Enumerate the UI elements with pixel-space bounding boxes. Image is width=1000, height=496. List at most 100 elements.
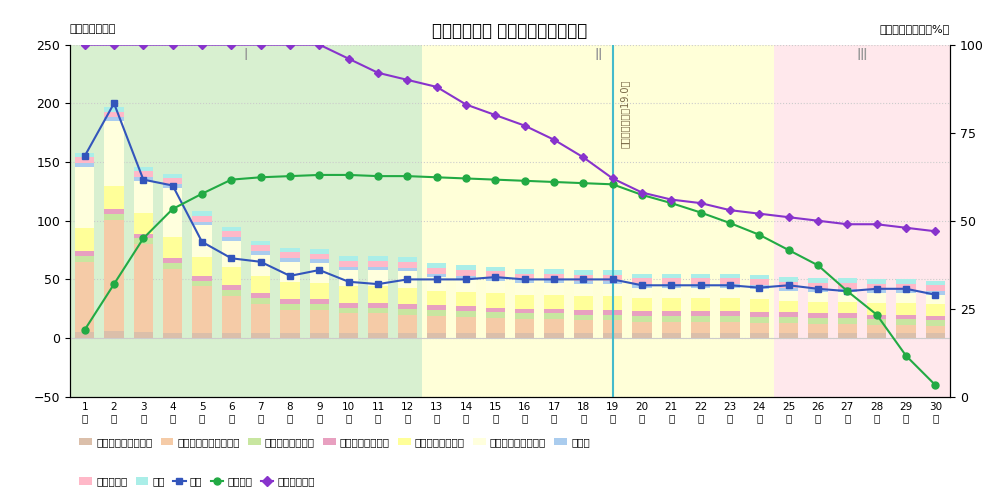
Bar — [192, 216, 212, 222]
Bar — [104, 331, 124, 338]
Bar — [720, 316, 740, 322]
Bar — [427, 277, 446, 291]
Bar — [662, 311, 681, 316]
Text: 平均在院日数：19.0日: 平均在院日数：19.0日 — [620, 80, 630, 148]
収益 — [255, 259, 267, 265]
収益 — [724, 282, 736, 288]
Bar — [75, 157, 94, 163]
Bar — [720, 284, 740, 288]
該当患者割合 — [695, 200, 707, 206]
Bar — [896, 303, 916, 314]
Legend: 設備関係費, 経費, 収益, 累計利益, 該当患者割合: 設備関係費, 経費, 収益, 累計利益, 該当患者割合 — [75, 473, 319, 491]
Bar — [427, 268, 446, 274]
Bar — [515, 319, 534, 333]
Bar — [574, 284, 593, 296]
Bar — [192, 257, 212, 276]
Bar — [662, 288, 681, 298]
Bar — [280, 310, 300, 333]
Bar — [280, 258, 300, 262]
該当患者割合 — [900, 225, 912, 231]
累計利益 — [783, 247, 795, 253]
Bar — [280, 300, 300, 304]
Bar — [398, 314, 417, 333]
収益 — [401, 276, 413, 282]
Bar — [310, 333, 329, 338]
Bar — [544, 273, 564, 279]
該当患者割合 — [783, 214, 795, 220]
Bar — [222, 290, 241, 296]
Bar — [75, 167, 94, 228]
Bar — [544, 283, 564, 295]
Bar — [339, 260, 358, 266]
Bar — [75, 332, 94, 338]
Bar — [603, 275, 622, 281]
該当患者割合 — [137, 42, 149, 48]
該当患者割合 — [79, 42, 91, 48]
Bar — [251, 294, 270, 298]
収益 — [577, 276, 589, 282]
Line: 収益: 収益 — [82, 100, 938, 298]
Bar — [838, 278, 857, 283]
Bar — [515, 279, 534, 283]
Bar — [222, 266, 241, 285]
Bar — [310, 283, 329, 300]
Bar — [662, 273, 681, 278]
Bar — [691, 311, 710, 316]
Bar — [603, 281, 622, 284]
該当患者割合 — [108, 42, 120, 48]
Bar — [632, 298, 652, 311]
累計利益 — [724, 220, 736, 226]
Bar — [280, 248, 300, 252]
Bar — [779, 288, 798, 291]
Bar — [544, 319, 564, 333]
Bar — [222, 231, 241, 237]
該当患者割合 — [548, 137, 560, 143]
Bar — [662, 298, 681, 311]
Bar — [310, 253, 329, 259]
該当患者割合 — [929, 228, 941, 234]
Bar — [398, 288, 417, 304]
Bar — [192, 287, 212, 333]
Bar — [280, 282, 300, 300]
Bar — [926, 295, 945, 304]
Bar — [427, 263, 446, 268]
Bar — [104, 107, 124, 112]
Bar — [456, 307, 476, 311]
Bar — [427, 310, 446, 316]
Bar — [808, 278, 828, 283]
Bar — [163, 269, 182, 333]
Bar — [838, 283, 857, 289]
Bar — [691, 273, 710, 278]
Bar — [192, 276, 212, 281]
Bar — [368, 260, 388, 266]
Bar — [192, 222, 212, 225]
Bar — [456, 333, 476, 338]
Bar — [486, 281, 505, 294]
Bar — [75, 163, 94, 167]
Bar — [896, 290, 916, 294]
Bar — [926, 316, 945, 320]
Bar — [456, 276, 476, 279]
累計利益 — [284, 173, 296, 179]
Title: 入院後日数別 損益推移（平均値）: 入院後日数別 損益推移（平均値） — [432, 22, 588, 40]
Bar — [134, 238, 153, 244]
収益 — [812, 286, 824, 292]
Bar — [632, 322, 652, 333]
Bar — [104, 112, 124, 118]
収益 — [871, 286, 883, 292]
Bar — [486, 333, 505, 338]
該当患者割合 — [460, 102, 472, 108]
Bar — [838, 289, 857, 292]
Bar — [779, 301, 798, 312]
該当患者割合 — [225, 42, 237, 48]
Bar — [486, 266, 505, 271]
Bar — [632, 273, 652, 278]
Bar — [691, 298, 710, 311]
Bar — [134, 332, 153, 338]
Bar — [427, 305, 446, 310]
Bar — [867, 314, 886, 319]
Bar — [456, 270, 476, 276]
累計利益 — [401, 173, 413, 179]
Bar — [134, 167, 153, 172]
Bar — [134, 172, 153, 177]
